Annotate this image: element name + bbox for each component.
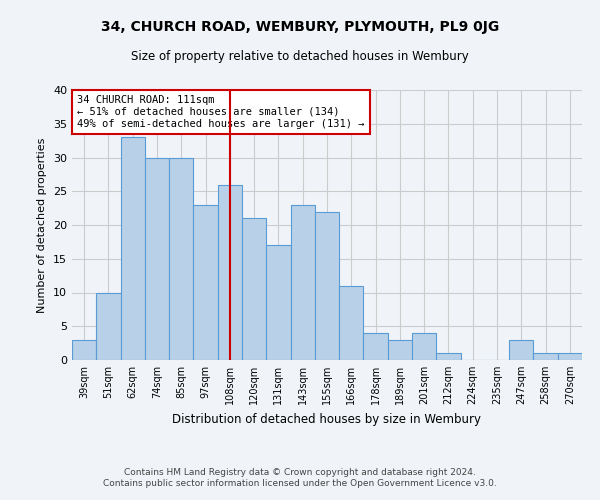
Bar [121,137,145,360]
Y-axis label: Number of detached properties: Number of detached properties [37,138,47,312]
Bar [193,205,218,360]
Bar [388,340,412,360]
Bar [412,333,436,360]
Bar [436,353,461,360]
Bar [218,184,242,360]
Bar [364,333,388,360]
Text: Contains HM Land Registry data © Crown copyright and database right 2024.
Contai: Contains HM Land Registry data © Crown c… [103,468,497,487]
Text: 34 CHURCH ROAD: 111sqm
← 51% of detached houses are smaller (134)
49% of semi-de: 34 CHURCH ROAD: 111sqm ← 51% of detached… [77,96,365,128]
Bar [72,340,96,360]
Bar [145,158,169,360]
Bar [169,158,193,360]
Bar [242,218,266,360]
Text: Size of property relative to detached houses in Wembury: Size of property relative to detached ho… [131,50,469,63]
Bar [96,292,121,360]
Bar [533,353,558,360]
Bar [558,353,582,360]
Bar [266,245,290,360]
Text: 34, CHURCH ROAD, WEMBURY, PLYMOUTH, PL9 0JG: 34, CHURCH ROAD, WEMBURY, PLYMOUTH, PL9 … [101,20,499,34]
Bar [339,286,364,360]
X-axis label: Distribution of detached houses by size in Wembury: Distribution of detached houses by size … [173,412,482,426]
Bar [509,340,533,360]
Bar [315,212,339,360]
Bar [290,205,315,360]
